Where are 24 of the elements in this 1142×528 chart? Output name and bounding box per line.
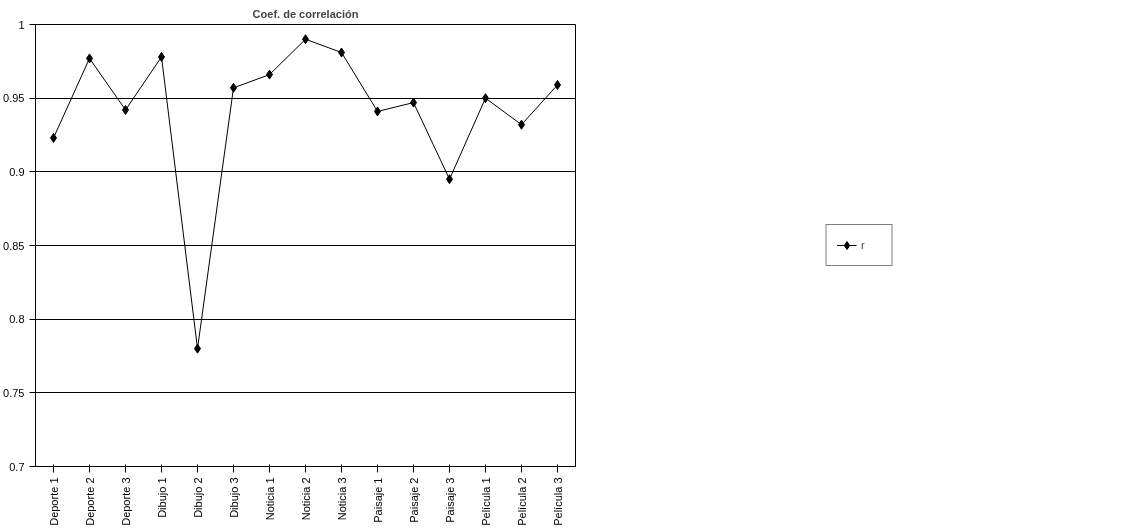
x-tick-label: Dibujo 1 — [155, 477, 168, 518]
chart-title: Coef. de correlación — [252, 7, 359, 20]
x-tick-label: Noticia 1 — [263, 477, 276, 521]
x-tick-label: Deporte 1 — [47, 477, 60, 526]
legend-label: r — [861, 239, 866, 251]
y-tick-label: 0.8 — [9, 313, 25, 326]
x-tick-label: Película 2 — [515, 477, 528, 526]
y-tick-label: 0.9 — [9, 165, 25, 178]
y-tick-label: 1 — [18, 18, 25, 31]
x-tick-label: Noticia 2 — [299, 477, 312, 521]
y-tick-label: 0.7 — [9, 460, 25, 473]
x-tick-label: Deporte 3 — [119, 477, 132, 526]
y-tick-label: 0.95 — [3, 92, 25, 105]
x-tick-label: Paisaje 3 — [443, 477, 456, 523]
x-tick-label: Película 1 — [479, 477, 492, 526]
x-tick-label: Noticia 3 — [335, 477, 348, 521]
x-tick-label: Paisaje 1 — [371, 477, 384, 523]
x-tick-label: Deporte 2 — [83, 477, 96, 526]
x-tick-label: Dibujo 3 — [227, 477, 240, 518]
y-tick-label: 0.75 — [3, 386, 25, 399]
y-tick-label: 0.85 — [3, 239, 25, 252]
x-tick-label: Dibujo 2 — [191, 477, 204, 518]
x-tick-label: Paisaje 2 — [407, 477, 420, 523]
x-tick-label: Película 3 — [551, 477, 564, 526]
